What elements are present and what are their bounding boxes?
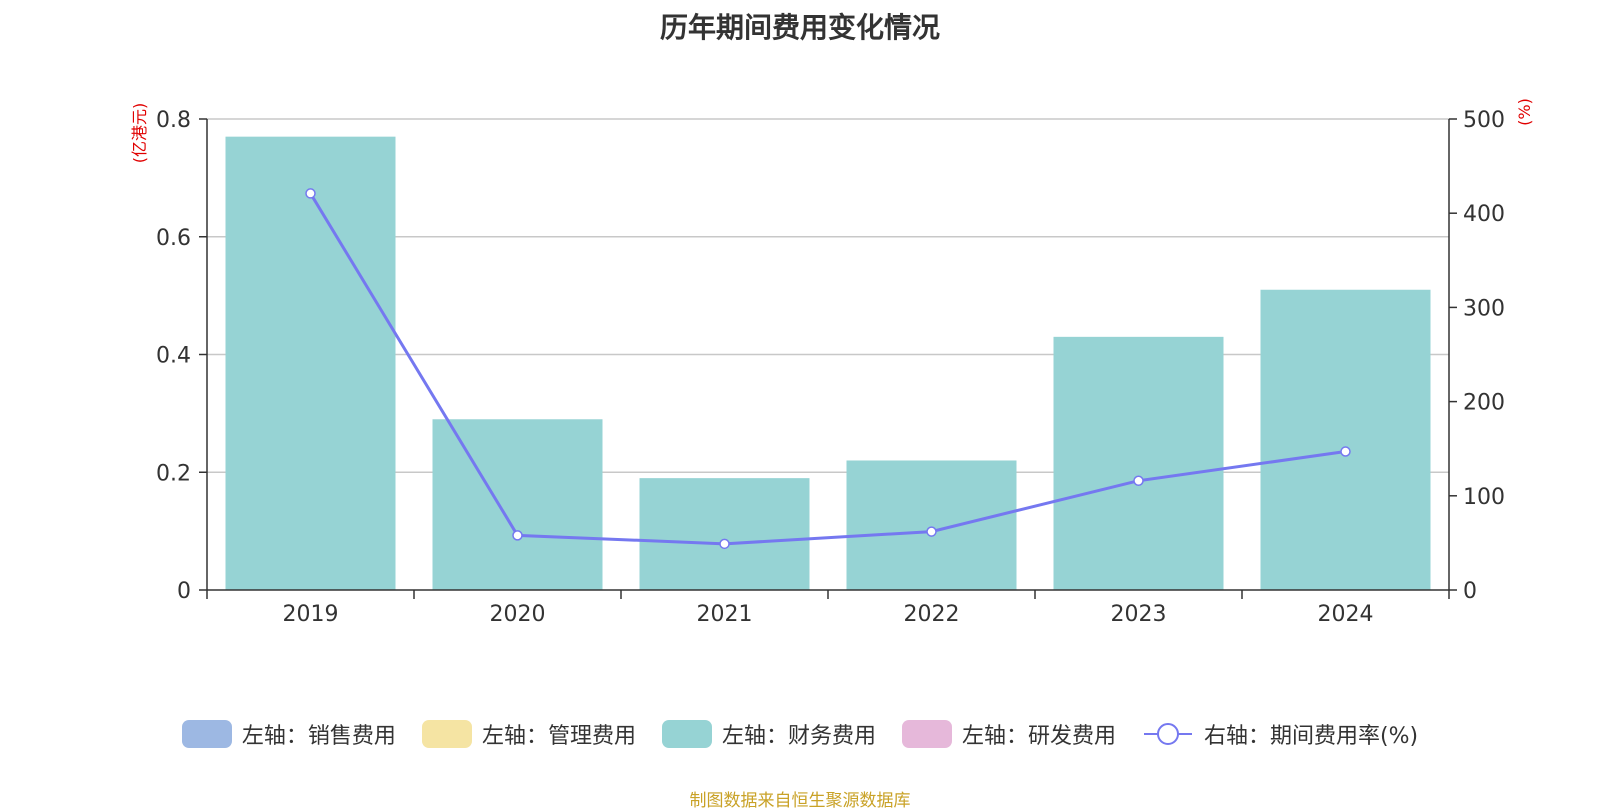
legend-item-finance[interactable]: 左轴：财务费用 xyxy=(661,718,876,750)
bar xyxy=(1260,289,1431,590)
right-axis-tick-label: 200 xyxy=(1463,391,1505,416)
line-point xyxy=(1340,446,1351,457)
right-axis-tick-label: 100 xyxy=(1463,485,1505,510)
legend-item-expense-rate[interactable]: 右轴：期间费用率(%) xyxy=(1142,718,1418,750)
legend-label-finance: 左轴：财务费用 xyxy=(721,724,876,749)
legend-line-circle-icon xyxy=(1143,723,1192,745)
line-point xyxy=(512,530,523,541)
bar xyxy=(639,478,810,590)
bar xyxy=(225,136,396,590)
legend-label-rnd: 左轴：研发费用 xyxy=(961,724,1116,749)
legend-swatch-admin xyxy=(421,720,472,748)
left-axis-tick-label: 0.8 xyxy=(156,108,191,133)
legend-label-sales: 左轴：销售费用 xyxy=(241,724,396,749)
x-axis-tick-label: 2019 xyxy=(283,602,339,627)
left-axis-tick-label: 0.2 xyxy=(156,461,191,486)
legend-swatch-sales xyxy=(181,720,232,748)
series-line xyxy=(309,192,1346,546)
line-point xyxy=(1133,475,1144,486)
right-axis-tick-label: 300 xyxy=(1463,296,1505,321)
right-axis-tick-label: 400 xyxy=(1463,202,1505,227)
legend: 左轴：销售费用 左轴：管理费用 左轴：财务费用 左轴：研发费用 右轴：期间费用率… xyxy=(0,718,1600,750)
bar xyxy=(846,460,1017,590)
right-axis-tick-label: 0 xyxy=(1463,579,1477,604)
left-axis-tick-label: 0.4 xyxy=(156,344,191,369)
x-axis-tick-label: 2021 xyxy=(697,602,753,627)
legend-item-rnd[interactable]: 左轴：研发费用 xyxy=(901,718,1116,750)
x-axis-tick-label: 2022 xyxy=(904,602,960,627)
x-axis-tick-label: 2023 xyxy=(1111,602,1167,627)
legend-label-admin: 左轴：管理费用 xyxy=(481,724,636,749)
right-axis-tick-label: 500 xyxy=(1463,108,1505,133)
bar xyxy=(1053,336,1224,590)
legend-swatch-rnd xyxy=(901,720,952,748)
x-axis-tick-label: 2024 xyxy=(1318,602,1374,627)
line-point xyxy=(719,538,730,550)
legend-item-admin[interactable]: 左轴：管理费用 xyxy=(421,718,636,750)
chart-title: 历年期间费用变化情况 xyxy=(659,11,940,44)
x-axis-tick-label: 2020 xyxy=(490,602,546,627)
left-axis-tick-label: 0.6 xyxy=(156,226,191,251)
source-note: 制图数据来自恒生聚源数据库 xyxy=(689,791,911,811)
bar xyxy=(432,419,603,590)
legend-label-expense-rate: 右轴：期间费用率(%) xyxy=(1203,724,1419,749)
legend-item-sales[interactable]: 左轴：销售费用 xyxy=(181,718,396,750)
left-axis-unit-label: (亿港元) xyxy=(130,103,149,164)
right-axis-unit-label: (%) xyxy=(1515,98,1534,126)
line-point xyxy=(926,526,937,537)
line-point xyxy=(305,188,316,199)
legend-swatch-finance xyxy=(661,720,712,748)
left-axis-tick-label: 0 xyxy=(177,579,191,604)
